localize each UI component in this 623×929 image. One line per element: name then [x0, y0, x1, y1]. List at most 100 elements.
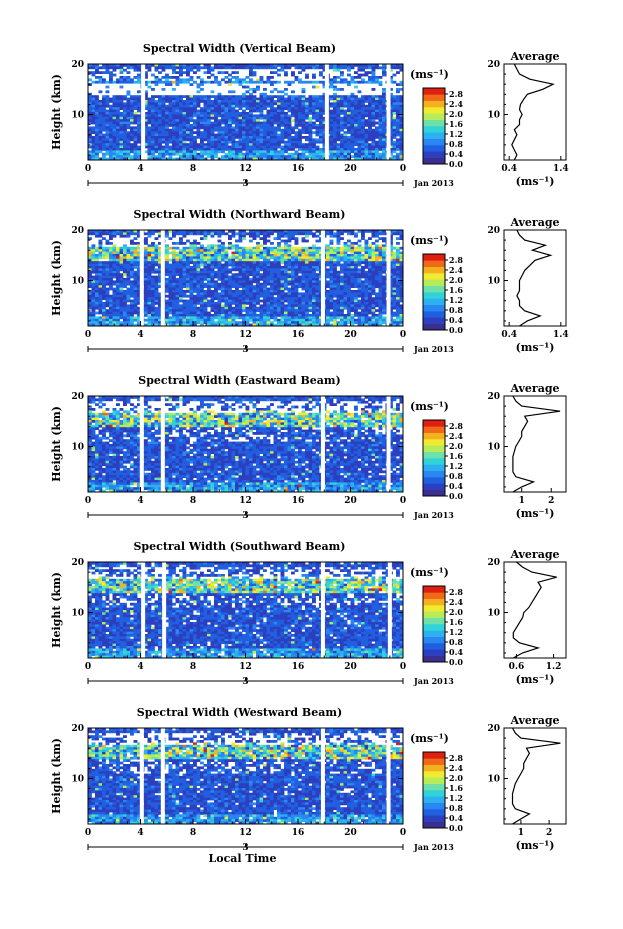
colorbar-tick-label: 0.4 [449, 813, 463, 823]
profile-y-tick-label: 20 [487, 60, 500, 70]
x-tick-label: 8 [190, 662, 196, 672]
colorbar-tick-label: 0.4 [449, 647, 463, 657]
profile-y-tick-label: 10 [487, 609, 500, 619]
panel-title: Spectral Width (Eastward Beam) [138, 374, 340, 387]
x-tick-label: 4 [137, 662, 143, 672]
data-gap-3 [320, 230, 325, 326]
colorbar-tick-label: 0.0 [449, 823, 463, 833]
profile-x-label: (ms⁻¹) [516, 673, 555, 686]
profile-y-tick-label: 20 [487, 558, 500, 568]
data-gap-2 [162, 562, 167, 658]
heatmap-cells [88, 230, 404, 327]
y-tick-label: 10 [71, 443, 84, 453]
y-tick-label: 20 [71, 60, 84, 70]
colorbar-tick-label: 2.8 [449, 587, 463, 597]
x-tick-label: 8 [190, 330, 196, 340]
profile-x-tick-label: 1.2 [546, 662, 562, 672]
data-gap-2 [160, 230, 165, 326]
profile-title: Average [509, 50, 559, 63]
x-tick-label: 0 [85, 496, 91, 506]
x-axis-label: Local Time [209, 852, 277, 865]
colorbar-tick-label: 1.2 [449, 129, 463, 139]
profile-y-tick-label: 10 [487, 443, 500, 453]
colorbar-tick-label: 2.4 [449, 265, 463, 275]
panel-2: Spectral Width (Northward Beam) 20 10 Heigh… [50, 208, 569, 355]
x-tick-label: 16 [292, 496, 305, 506]
colorbar-tick-label: 0.8 [449, 803, 463, 813]
data-gap-3 [320, 396, 325, 492]
colorbar-tick-label: 0.0 [449, 159, 463, 169]
date-day-label: 3 [242, 511, 248, 521]
date-day-label: 3 [242, 677, 248, 687]
data-gap-4 [386, 728, 391, 824]
profile-x-label: (ms⁻¹) [516, 175, 555, 188]
colorbar-tick-label: 2.4 [449, 597, 463, 607]
x-tick-label: 4 [137, 496, 143, 506]
y-axis-label: Height (km) [50, 738, 63, 814]
profile-y-tick-label: 20 [487, 392, 500, 402]
heatmap-cells [88, 396, 404, 493]
profile-x-tick-label: 0.6 [509, 662, 525, 672]
colorbar-tick-label: 2.0 [449, 441, 463, 451]
colorbar-unit: (ms⁻¹) [410, 400, 449, 413]
profile-y-tick-label: 20 [487, 724, 500, 734]
panel-title: Spectral Width (Northward Beam) [134, 208, 346, 221]
colorbar-tick-label: 1.2 [449, 627, 463, 637]
colorbar-tick-label: 1.2 [449, 295, 463, 305]
y-axis-label: Height (km) [50, 240, 63, 316]
panel-1: Spectral Width (Vertical Beam) 20 10 Height… [50, 42, 569, 189]
colorbar-unit: (ms⁻¹) [410, 234, 449, 247]
x-tick-label: 0 [400, 164, 406, 174]
colorbar-unit: (ms⁻¹) [410, 68, 449, 81]
colorbar-tick-label: 2.4 [449, 763, 463, 773]
x-tick-label: 0 [400, 828, 406, 838]
colorbar-tick-label: 0.8 [449, 139, 463, 149]
y-tick-label: 20 [71, 724, 84, 734]
heatmap-cells [88, 728, 404, 825]
colorbar-tick-label: 2.0 [449, 773, 463, 783]
panel-title: Spectral Width (Vertical Beam) [143, 42, 336, 55]
date-label: Jan 2013 [413, 676, 454, 686]
y-tick-label: 20 [71, 558, 84, 568]
colorbar-tick-label: 2.8 [449, 255, 463, 265]
profile-x-label: (ms⁻¹) [516, 507, 555, 520]
colorbar-tick-label: 0.0 [449, 325, 463, 335]
data-gap-4 [386, 396, 391, 492]
profile-x-tick-label: 2 [548, 496, 554, 506]
x-tick-label: 20 [344, 330, 357, 340]
y-axis-label: Height (km) [50, 74, 63, 150]
colorbar-tick-label: 0.4 [449, 315, 463, 325]
profile-x-tick-label: 1.4 [553, 164, 569, 174]
colorbar-tick-label: 0.4 [449, 149, 463, 159]
y-axis-label: Height (km) [50, 406, 63, 482]
data-gap-2 [160, 728, 165, 824]
panel-5: Spectral Width (Westward Beam)2010Height… [50, 706, 567, 865]
panel-4: Spectral Width (Southward Beam) 20 10 Heigh… [50, 540, 567, 687]
colorbar-tick-label: 0.8 [449, 471, 463, 481]
colorbar-tick-label: 2.4 [449, 99, 463, 109]
data-gap-3 [320, 562, 325, 658]
data-gap-2 [160, 396, 165, 492]
profile-title: Average [509, 216, 559, 229]
colorbar [422, 253, 446, 331]
x-tick-label: 8 [190, 828, 196, 838]
colorbar-tick-label: 2.0 [449, 275, 463, 285]
profile-frame [503, 63, 567, 161]
colorbar-tick-label: 2.8 [449, 89, 463, 99]
x-tick-label: 0 [400, 662, 406, 672]
profile-line [512, 561, 557, 659]
heatmap-cells [88, 64, 404, 161]
profile-title: Average [509, 548, 559, 561]
date-label: Jan 2013 [413, 510, 454, 520]
data-gap-1 [141, 64, 146, 160]
date-day-label: 3 [242, 345, 248, 355]
data-gap-1 [139, 230, 144, 326]
y-tick-label: 10 [71, 609, 84, 619]
x-tick-label: 4 [137, 330, 143, 340]
panel-3: Spectral Width (Eastward Beam)2010Height… [50, 374, 567, 521]
x-tick-label: 0 [85, 828, 91, 838]
x-tick-label: 0 [85, 330, 91, 340]
colorbar-unit: (ms⁻¹) [410, 732, 449, 745]
data-gap-3 [386, 64, 391, 160]
